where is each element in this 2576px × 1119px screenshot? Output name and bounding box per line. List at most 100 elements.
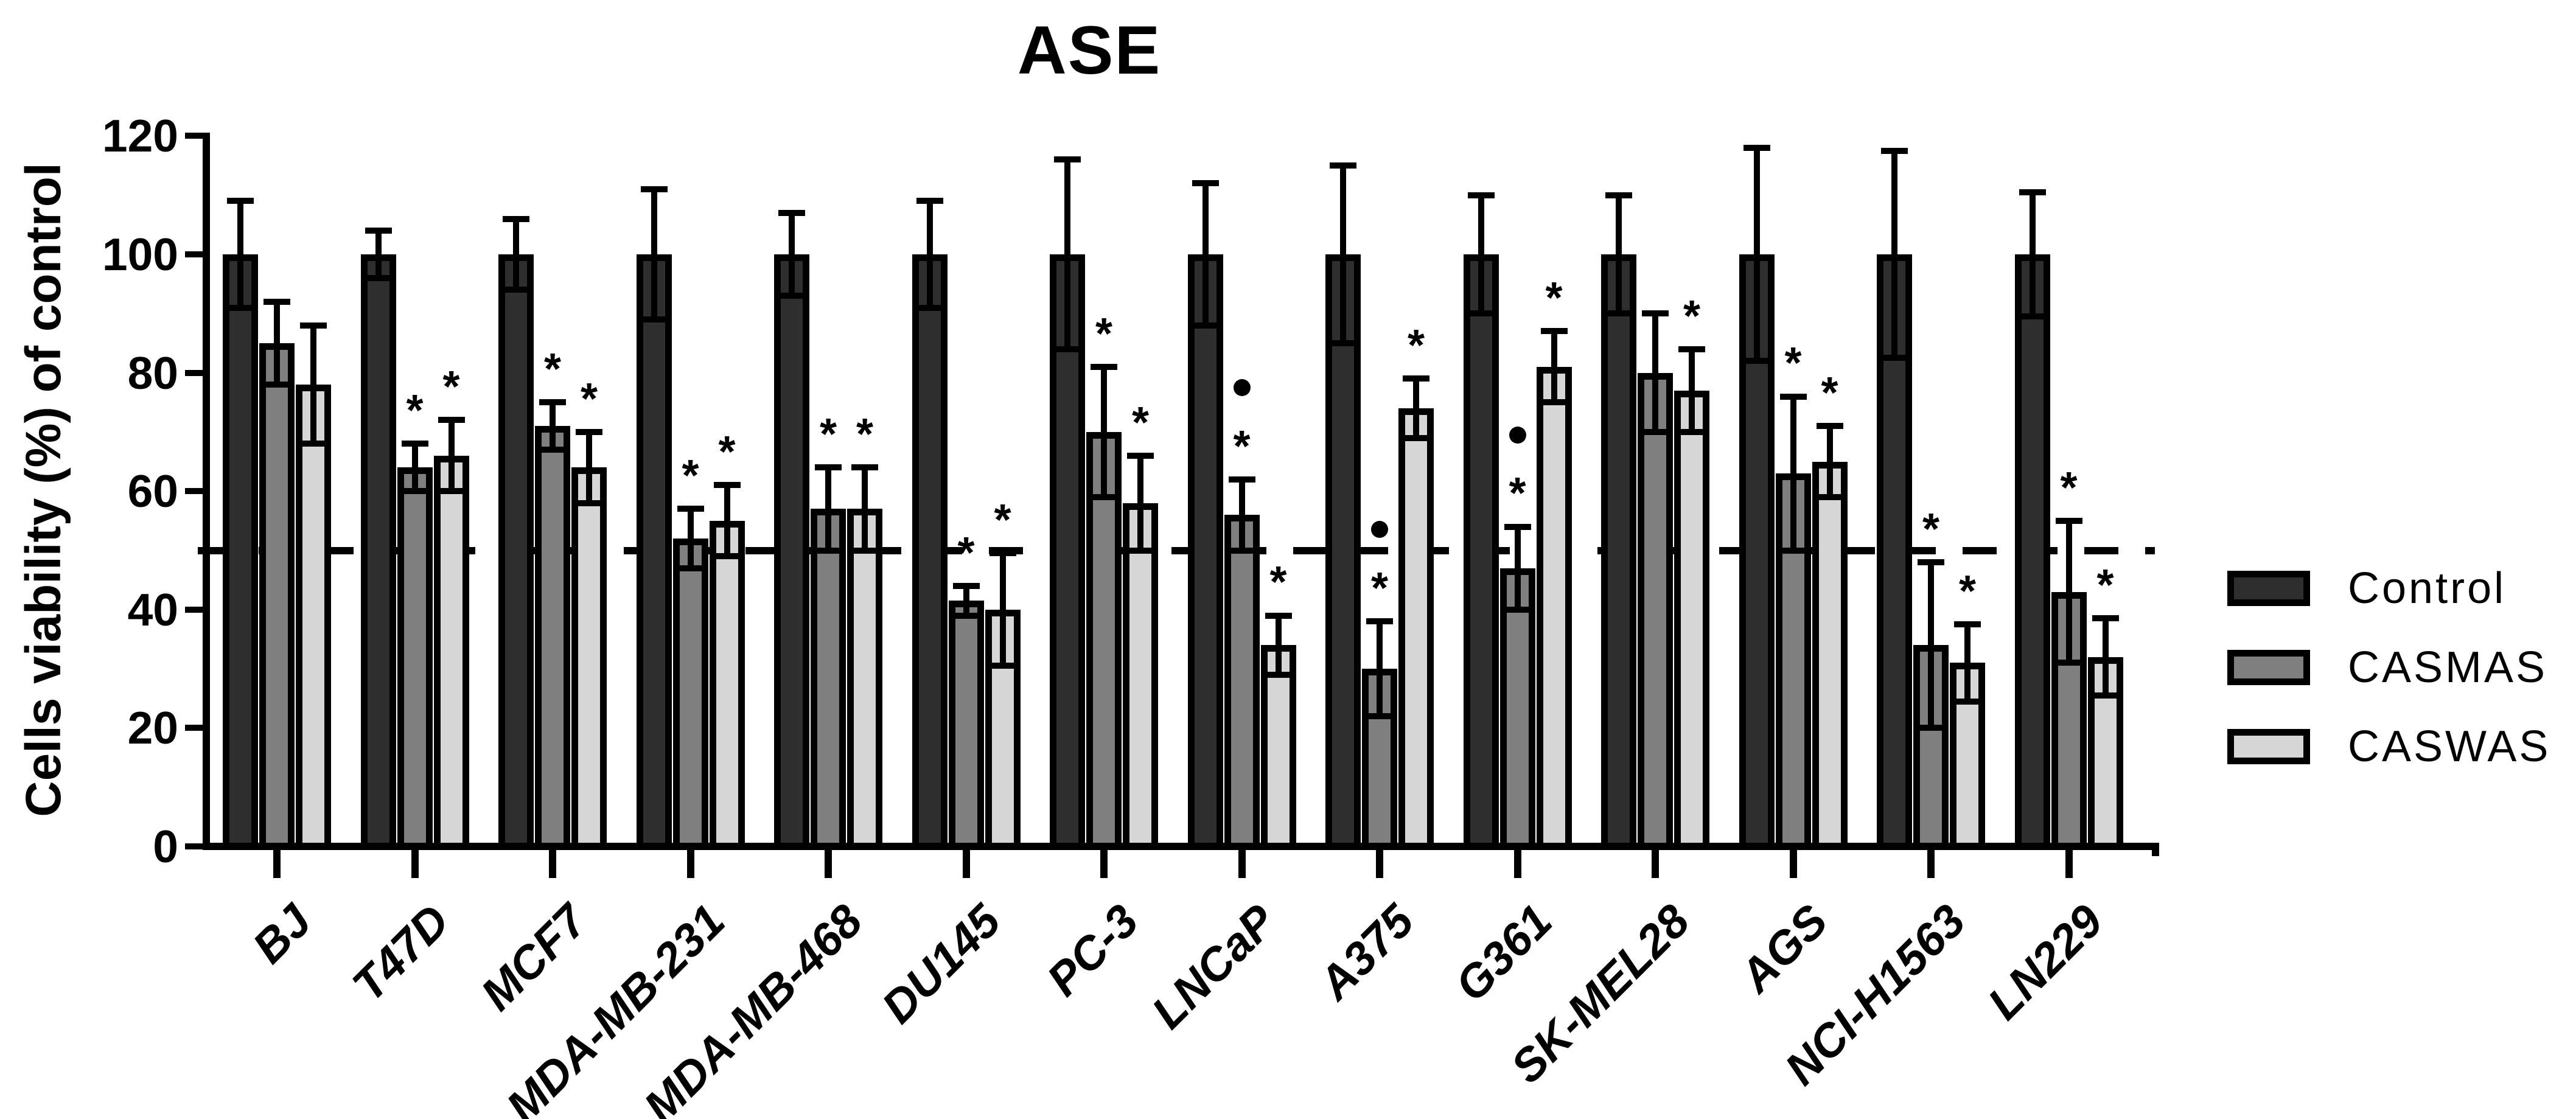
x-tick-MDA-MB-231 <box>686 850 694 878</box>
x-label-PC-3: PC-3 <box>1037 894 1148 1006</box>
error-bar-control-NCI-H1563 <box>1891 150 1897 358</box>
error-cap-low-control-LNCaP <box>1192 322 1219 329</box>
error-cap-low-casmas-G361 <box>1504 606 1531 613</box>
x-label-T47D: T47D <box>342 894 459 1012</box>
error-bar-caswas-MDA-MB-468 <box>862 467 868 551</box>
error-cap-high-control-NCI-H1563 <box>1881 147 1908 154</box>
error-bar-caswas-A375 <box>1413 378 1419 438</box>
error-bar-control-BJ <box>237 201 243 308</box>
y-tick-100 <box>185 251 203 257</box>
y-tick-label-20: 20 <box>127 702 178 754</box>
error-cap-low-control-BJ <box>227 304 254 311</box>
significance-asterisk-caswas-G361: * <box>1545 274 1563 323</box>
error-cap-low-control-MCF7 <box>503 287 529 293</box>
error-bar-caswas-SK-MEL28 <box>1689 349 1695 432</box>
y-tick-120 <box>185 133 203 139</box>
error-cap-low-caswas-T47D <box>438 488 465 495</box>
error-bar-caswas-PC-3 <box>1137 455 1143 551</box>
legend-label-casmas: CASMAS <box>2348 643 2548 692</box>
significance-asterisk-caswas-A375: * <box>1407 321 1425 371</box>
bar-caswas-PC-3 <box>1123 503 1158 850</box>
error-cap-low-casmas-MDA-MB-468 <box>815 547 842 554</box>
error-bar-control-T47D <box>375 231 382 278</box>
error-cap-high-casmas-T47D <box>401 441 428 447</box>
error-bar-casmas-MDA-MB-231 <box>687 509 694 568</box>
x-label-BJ: BJ <box>243 894 321 974</box>
error-cap-low-caswas-BJ <box>300 441 327 447</box>
bar-control-BJ <box>223 254 258 850</box>
error-cap-low-casmas-A375 <box>1366 713 1393 719</box>
error-cap-low-caswas-PC-3 <box>1127 547 1154 554</box>
error-bar-caswas-BJ <box>310 325 316 444</box>
error-bar-casmas-T47D <box>411 444 418 492</box>
error-bar-caswas-MCF7 <box>586 431 592 503</box>
x-label-DU145: DU145 <box>871 894 1011 1034</box>
legend-swatch-control <box>2227 571 2310 606</box>
error-bar-casmas-PC-3 <box>1101 366 1107 497</box>
x-label-MCF7: MCF7 <box>471 894 597 1021</box>
significance-asterisk-casmas-PC-3: * <box>1095 309 1113 358</box>
x-tick-LNCaP <box>1238 850 1246 878</box>
bar-control-LN229 <box>2014 254 2050 850</box>
error-cap-high-casmas-A375 <box>1366 618 1393 625</box>
error-cap-high-caswas-PC-3 <box>1127 452 1154 459</box>
error-cap-low-casmas-NCI-H1563 <box>1918 725 1944 731</box>
x-tick-A375 <box>1376 850 1383 878</box>
bar-casmas-MDA-MB-468 <box>811 509 846 850</box>
error-cap-high-control-AGS <box>1743 144 1770 151</box>
error-cap-high-casmas-PC-3 <box>1091 363 1117 370</box>
legend-item-casmas: CASMAS <box>2227 643 2547 692</box>
error-bar-control-G361 <box>1478 195 1484 314</box>
bar-control-DU145 <box>912 254 948 850</box>
error-bar-caswas-T47D <box>448 420 455 492</box>
bar-caswas-AGS <box>1812 461 1848 850</box>
significance-asterisk-casmas-AGS: * <box>1784 339 1802 388</box>
bar-control-T47D <box>360 254 396 850</box>
bar-casmas-DU145 <box>948 601 984 850</box>
error-bar-control-MDA-MB-231 <box>651 189 657 320</box>
error-cap-high-caswas-DU145 <box>989 550 1016 557</box>
error-bar-control-MCF7 <box>513 218 519 290</box>
y-tick-0 <box>185 843 203 849</box>
y-tick-label-100: 100 <box>102 229 178 280</box>
error-cap-low-caswas-NCI-H1563 <box>1954 698 1981 705</box>
error-cap-high-control-LNCaP <box>1192 180 1219 187</box>
error-bar-caswas-LN229 <box>2102 618 2109 695</box>
error-cap-low-control-NCI-H1563 <box>1881 355 1908 361</box>
significance-asterisk-caswas-MCF7: * <box>580 374 598 424</box>
error-bar-caswas-G361 <box>1551 331 1557 403</box>
error-cap-low-control-LN229 <box>2019 313 2046 320</box>
y-axis-line <box>203 133 210 850</box>
error-cap-low-casmas-LN229 <box>2055 660 2082 666</box>
error-bar-control-PC-3 <box>1064 159 1070 349</box>
y-tick-label-40: 40 <box>127 584 178 635</box>
error-cap-low-control-MDA-MB-468 <box>778 293 805 299</box>
y-axis-title: Cells viability (%) of control <box>16 162 71 817</box>
legend-label-caswas: CASWAS <box>2348 722 2551 771</box>
error-cap-high-casmas-AGS <box>1779 393 1807 400</box>
bar-control-MDA-MB-231 <box>636 254 672 850</box>
x-tick-G361 <box>1513 850 1521 878</box>
error-cap-low-control-DU145 <box>916 304 943 311</box>
y-tick-label-80: 80 <box>127 347 178 399</box>
bar-caswas-MDA-MB-231 <box>709 520 745 850</box>
bar-control-SK-MEL28 <box>1601 254 1636 850</box>
legend-swatch-caswas <box>2227 729 2310 764</box>
bar-caswas-T47D <box>433 455 469 850</box>
x-tick-DU145 <box>962 850 970 878</box>
x-tick-BJ <box>273 850 281 878</box>
error-cap-high-casmas-MDA-MB-231 <box>677 506 704 512</box>
error-cap-high-casmas-MDA-MB-468 <box>815 464 842 471</box>
error-cap-high-control-PC-3 <box>1054 156 1081 163</box>
significance-asterisk-casmas-NCI-H1563: * <box>1922 504 1940 554</box>
error-bar-control-DU145 <box>926 201 933 308</box>
significance-dot-casmas-A375 <box>1371 521 1388 539</box>
x-tick-PC-3 <box>1100 850 1108 878</box>
error-cap-low-casmas-T47D <box>401 488 428 495</box>
bar-caswas-A375 <box>1398 408 1434 850</box>
significance-asterisk-casmas-MDA-MB-468: * <box>819 410 837 459</box>
x-label-LN229: LN229 <box>1978 894 2114 1030</box>
significance-asterisk-casmas-MDA-MB-231: * <box>682 451 699 501</box>
error-cap-low-control-G361 <box>1467 310 1495 317</box>
error-cap-high-control-LN229 <box>2019 189 2046 195</box>
